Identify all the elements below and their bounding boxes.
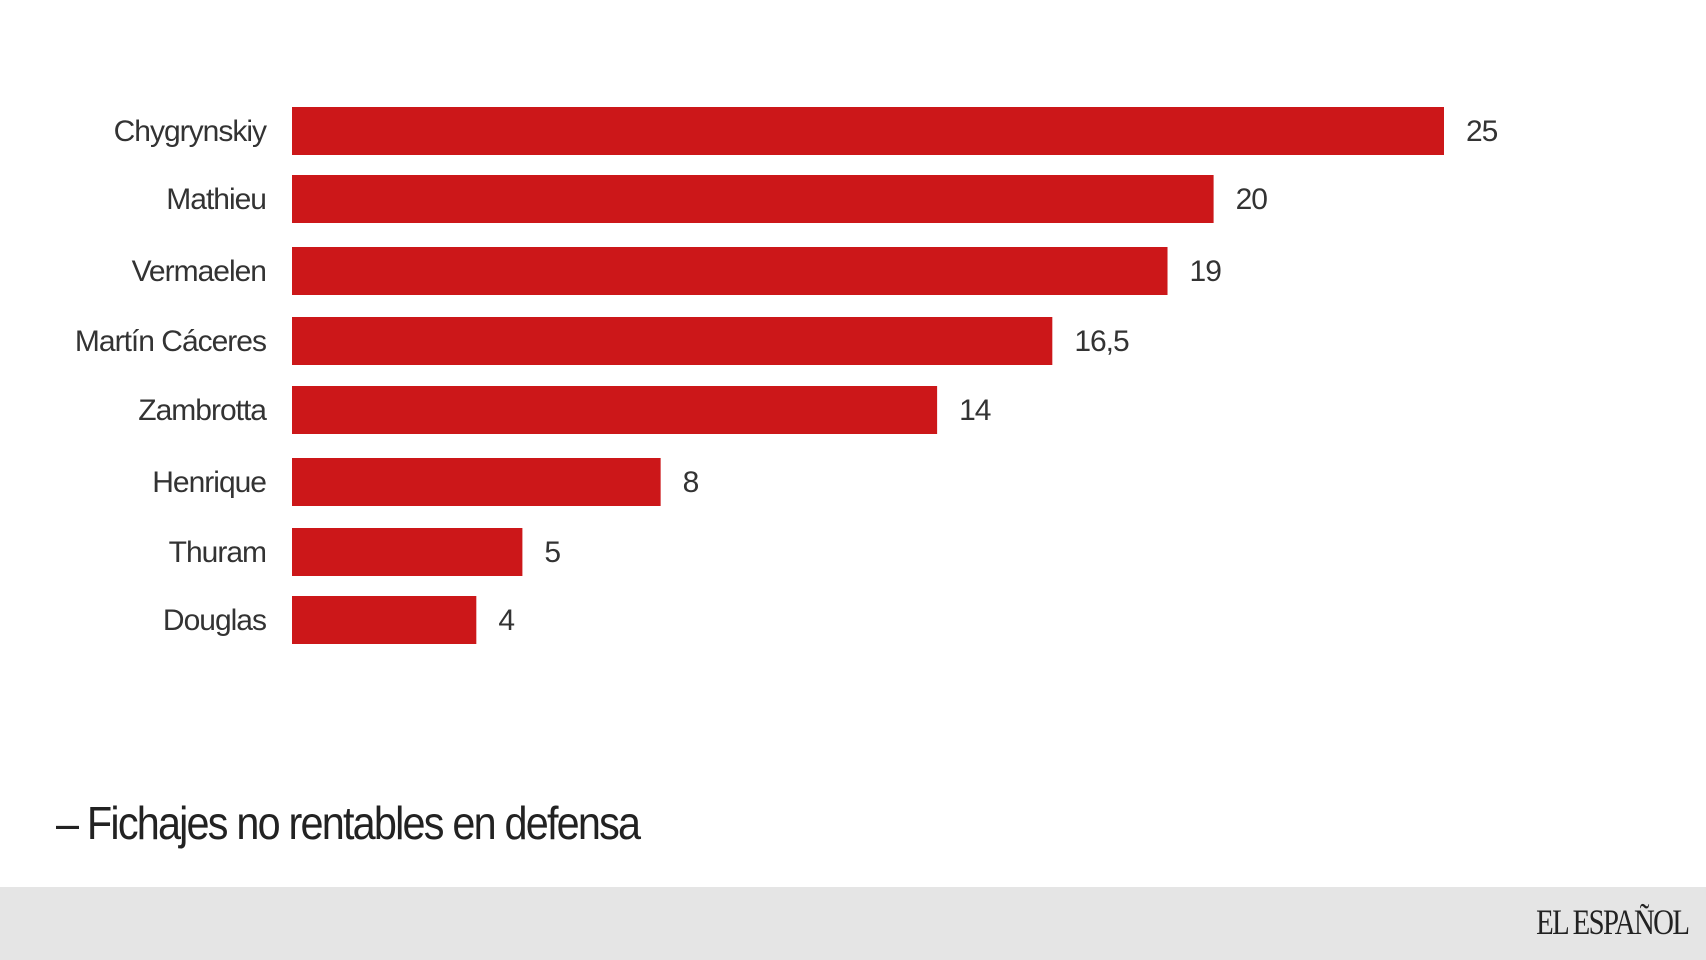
category-label: Martín Cáceres bbox=[75, 325, 266, 358]
footer-bar: EL ESPAÑOL bbox=[0, 887, 1706, 960]
category-label: Henrique bbox=[152, 466, 266, 499]
value-label: 19 bbox=[1190, 255, 1222, 288]
category-label: Vermaelen bbox=[132, 255, 266, 288]
value-label: 8 bbox=[683, 466, 699, 499]
category-label: Zambrotta bbox=[138, 394, 267, 427]
category-label: Chygrynskiy bbox=[114, 115, 267, 148]
category-label: Mathieu bbox=[166, 183, 266, 216]
value-label: 16,5 bbox=[1074, 325, 1129, 358]
value-label: 14 bbox=[959, 394, 991, 427]
value-label: 20 bbox=[1236, 183, 1268, 216]
category-label: Thuram bbox=[169, 536, 266, 569]
bar bbox=[292, 386, 938, 434]
value-label: 25 bbox=[1466, 115, 1498, 148]
chart-title: – Fichajes no rentables en defensa bbox=[56, 797, 641, 849]
el-espanol-logo: EL ESPAÑOL bbox=[1535, 902, 1690, 942]
value-label: 4 bbox=[498, 604, 514, 637]
value-label: 5 bbox=[544, 536, 560, 569]
bar bbox=[292, 596, 477, 644]
category-label: Douglas bbox=[163, 604, 266, 637]
bar bbox=[292, 317, 1053, 365]
bar bbox=[292, 107, 1444, 155]
bar bbox=[292, 175, 1214, 223]
bar bbox=[292, 528, 523, 576]
bar bbox=[292, 458, 661, 506]
bar-chart: Chygrynskiy 25 Mathieu 20 Vermaelen 19 Martín … bbox=[75, 107, 1499, 644]
bar bbox=[292, 247, 1168, 295]
